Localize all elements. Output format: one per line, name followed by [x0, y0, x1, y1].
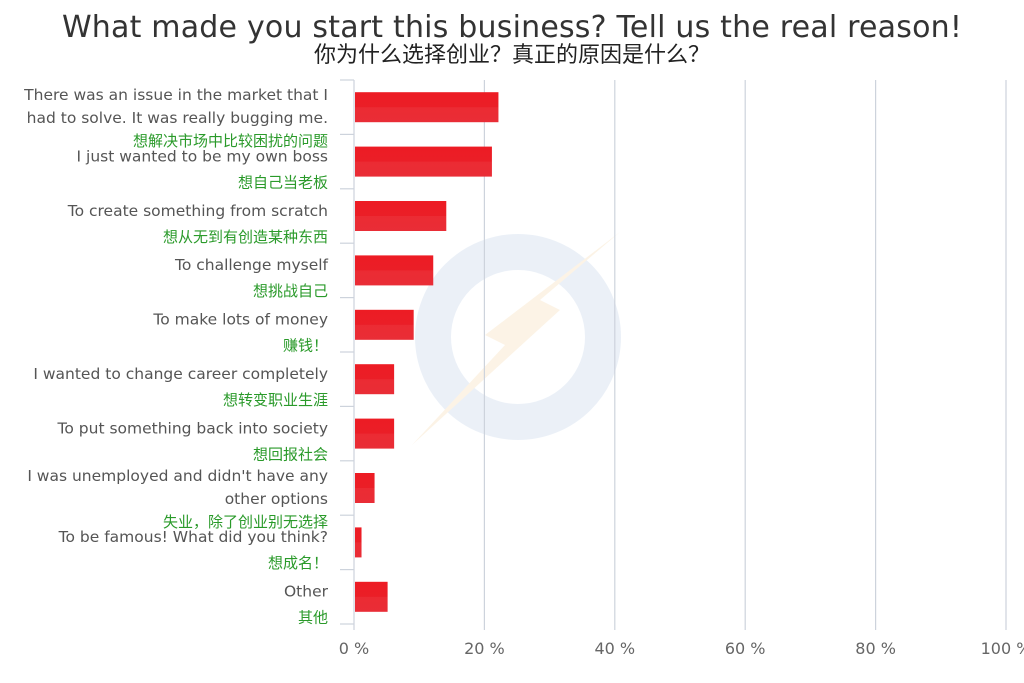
bar-shade — [355, 270, 434, 286]
bar-shade — [355, 107, 499, 123]
category-label-en: I was unemployed and didn't have any — [27, 467, 328, 485]
category-label-en: had to solve. It was really bugging me. — [27, 109, 328, 127]
category-label-en: I wanted to change career completely — [33, 365, 328, 383]
category-label-en: other options — [225, 490, 328, 508]
x-tick-label: 60 % — [725, 639, 766, 658]
watermark-logo — [412, 232, 621, 445]
bar — [355, 92, 499, 123]
bar — [355, 418, 395, 449]
bar-shade — [355, 161, 492, 177]
category-label-en: There was an issue in the market that I — [23, 86, 328, 104]
bar — [355, 473, 375, 503]
category-label-zh: 其他 — [298, 609, 328, 627]
category-label-zh: 想转变职业生涯 — [223, 391, 328, 409]
bar-shade — [355, 542, 362, 558]
category-label-en: Other — [284, 583, 329, 601]
category-label-en: To put something back into society — [57, 419, 328, 437]
x-tick-label: 100 % — [981, 639, 1024, 658]
category-label-zh: 想从无到有创造某种东西 — [163, 228, 328, 246]
category-label-en: To make lots of money — [152, 311, 328, 329]
category-label-zh: 赚钱！ — [283, 337, 328, 355]
category-label-zh: 失业，除了创业别无选择 — [163, 513, 328, 531]
category-label-en: To be famous! What did you think? — [58, 528, 328, 546]
category-label-zh: 想解决市场中比较困扰的问题 — [133, 132, 328, 150]
chart-title: What made you start this business? Tell … — [61, 10, 963, 45]
category-label-zh: 想回报社会 — [253, 445, 328, 463]
category-label-zh: 想成名！ — [268, 554, 328, 572]
x-axis-ticks: 0 % 20 % 40 % 60 % 80 % 100 % — [339, 639, 1024, 658]
bar — [355, 527, 362, 558]
x-tick-label: 0 % — [339, 639, 369, 658]
bar-shade — [355, 324, 414, 340]
bar — [355, 364, 395, 395]
category-label-en: To create something from scratch — [67, 202, 328, 220]
x-tick-label: 80 % — [855, 639, 896, 658]
category-label-en: To challenge myself — [174, 256, 329, 274]
bar — [355, 146, 492, 177]
bar-shade — [355, 433, 395, 449]
category-labels: There was an issue in the market that I h… — [23, 86, 328, 627]
bar-shade — [355, 596, 388, 612]
bar-shade — [355, 216, 447, 231]
bar-shade — [355, 488, 375, 503]
bar — [355, 201, 447, 231]
chart-subtitle: 你为什么选择创业？真正的原因是什么？ — [313, 43, 710, 68]
x-tick-label: 40 % — [594, 639, 635, 658]
bar — [355, 581, 388, 612]
x-tick-label: 20 % — [464, 639, 505, 658]
bar — [355, 309, 414, 340]
bars — [355, 92, 499, 612]
grid-lines — [340, 79, 1007, 630]
category-label-zh: 想自己当老板 — [238, 173, 328, 191]
category-label-zh: 想挑战自己 — [253, 282, 328, 300]
bar — [355, 255, 434, 286]
bar-shade — [355, 379, 395, 395]
category-label-en: I just wanted to be my own boss — [77, 147, 328, 165]
